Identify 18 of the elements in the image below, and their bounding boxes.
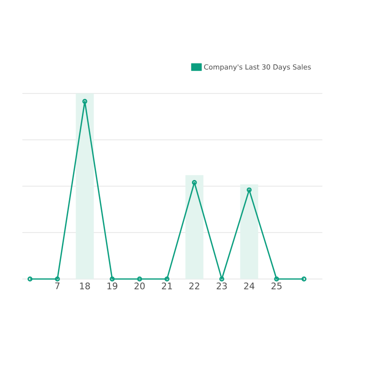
- point: [164, 276, 170, 282]
- x-tick-label: 24: [244, 282, 254, 290]
- x-tick-label: 22: [189, 282, 200, 290]
- point: [110, 276, 115, 282]
- x-tick-label: 23: [216, 282, 227, 290]
- point: [192, 180, 197, 185]
- x-tick-label: 21: [162, 282, 172, 290]
- point: [82, 98, 88, 104]
- point: [246, 187, 252, 192]
- x-tick-label: 20: [134, 282, 145, 290]
- x-tick-label: 18: [80, 282, 90, 290]
- x-tick-label: 25: [272, 282, 282, 290]
- point: [54, 276, 60, 282]
- x-tick-label: 7: [55, 282, 60, 290]
- x-tick-label: 19: [107, 282, 118, 290]
- point: [137, 276, 142, 282]
- point: [219, 276, 224, 282]
- point: [274, 276, 280, 282]
